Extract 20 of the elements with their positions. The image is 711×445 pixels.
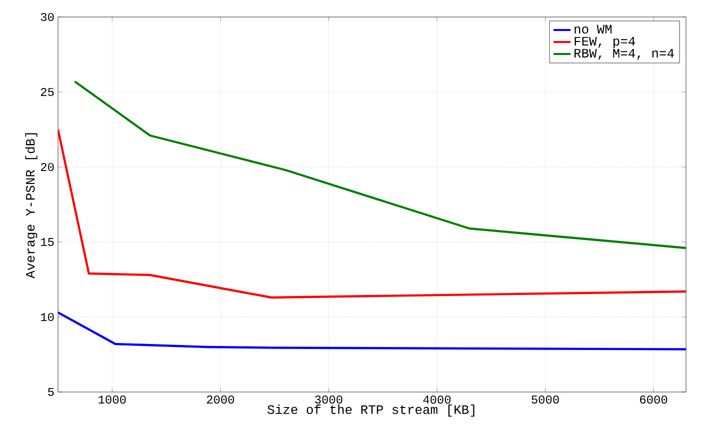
- x-tick-label: 3000: [315, 396, 342, 404]
- x-axis-title: Size of the RTP stream [KB]: [268, 404, 474, 417]
- legend-label: RBW, M=4, n=4: [574, 48, 674, 60]
- line-series: [58, 311, 686, 350]
- y-tick-label: 20: [40, 162, 54, 172]
- y-tick-label: 5: [48, 388, 54, 396]
- legend-label: FEW, p=4: [574, 36, 636, 48]
- line-series: [74, 80, 686, 250]
- y-tick-label: 10: [40, 312, 54, 322]
- x-tick-label: 6000: [640, 396, 668, 404]
- x-tick-label: 4000: [423, 396, 451, 404]
- y-tick-label: 25: [40, 88, 54, 96]
- line-series: [58, 128, 686, 299]
- legend-label: no WM: [574, 24, 612, 34]
- y-axis-title: Average Y-PSNR [dB]: [25, 133, 38, 278]
- x-tick-label: 2000: [206, 396, 234, 404]
- y-tick-label: 15: [40, 238, 54, 246]
- x-tick-label: 5000: [532, 396, 559, 404]
- x-tick-label: 1000: [98, 396, 126, 404]
- y-tick-label: 30: [40, 12, 54, 22]
